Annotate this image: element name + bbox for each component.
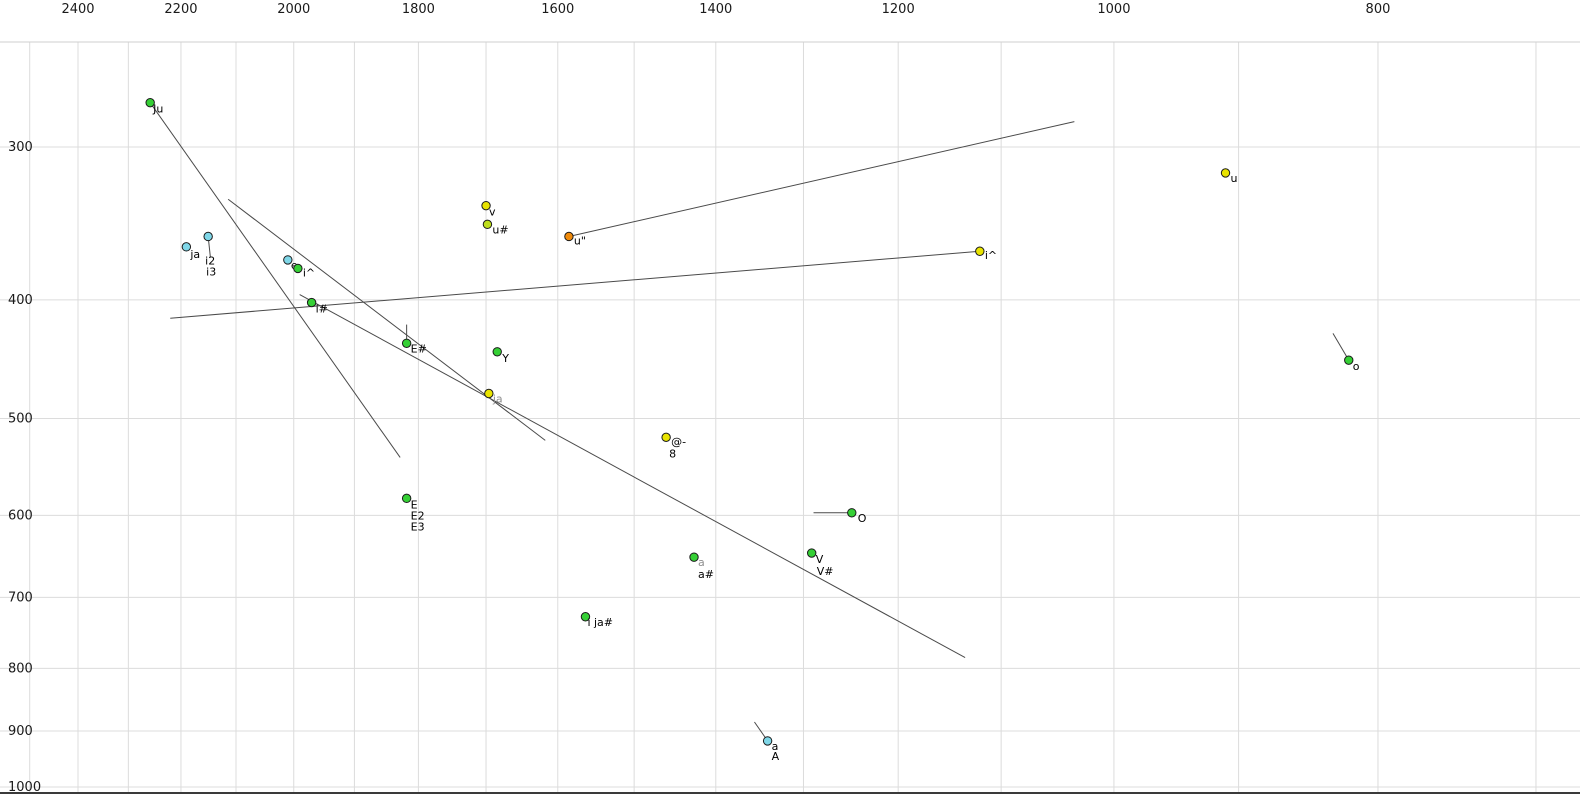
y-axis-tick-label: 400	[8, 293, 33, 308]
y-axis-tick-label: 1000	[8, 780, 41, 795]
trajectory-line	[1332, 333, 1350, 361]
point-label: E#	[411, 342, 427, 355]
point-label: V#	[817, 565, 834, 578]
y-axis-tick-label: 700	[8, 590, 33, 605]
point-label: E3	[411, 520, 425, 533]
data-point	[203, 231, 213, 242]
point-label: u	[1231, 172, 1238, 185]
data-point	[306, 297, 317, 308]
data-point	[762, 736, 773, 746]
data-point	[661, 432, 671, 443]
data-point	[181, 242, 192, 252]
x-axis-tick-label: 2400	[61, 2, 94, 17]
point-label: @-	[671, 435, 686, 448]
trajectory-line	[170, 250, 980, 319]
y-axis-tick-label: 900	[8, 724, 33, 739]
data-point	[283, 255, 293, 265]
data-point	[1344, 355, 1354, 365]
data-point	[1220, 168, 1231, 178]
point-label: ja	[189, 248, 200, 261]
data-point	[580, 612, 591, 622]
point-label: a	[772, 740, 779, 753]
x-axis-tick-label: 1400	[699, 2, 732, 17]
data-point	[689, 552, 699, 562]
x-axis-tick-label: 1200	[882, 2, 915, 17]
point-label: i^	[985, 249, 997, 262]
data-point	[847, 508, 857, 518]
point-label: V	[816, 553, 824, 566]
y-axis-tick-label: 600	[8, 508, 33, 523]
x-axis-tick-label: 800	[1366, 2, 1391, 17]
x-axis-tick-label: 1000	[1097, 2, 1130, 17]
point-label: 8	[669, 447, 676, 460]
x-axis-tick-label: 1600	[541, 2, 574, 17]
point-label: A	[772, 750, 780, 763]
data-point	[401, 338, 412, 348]
point-label: E2	[411, 509, 425, 522]
point-label: ja	[492, 392, 503, 405]
trajectory-line	[149, 102, 401, 458]
data-point	[145, 97, 155, 108]
trajectory-line	[568, 121, 1075, 237]
point-label: a	[698, 556, 705, 569]
point-label: i2	[205, 254, 215, 267]
x-axis-tick-label: 1800	[402, 2, 435, 17]
data-point	[401, 493, 412, 504]
y-axis-tick-label: 300	[8, 140, 33, 155]
point-label: u"	[574, 234, 586, 247]
data-point	[492, 347, 502, 357]
point-label: Ju	[152, 103, 163, 116]
x-axis-tick-label: 2200	[164, 2, 197, 17]
point-label: i#	[316, 303, 328, 316]
point-label: i3	[206, 265, 216, 278]
x-axis-tick-label: 2000	[277, 2, 310, 17]
y-axis-tick-label: 800	[8, 661, 33, 676]
point-label: E	[411, 498, 418, 511]
point-label: i^	[303, 266, 315, 279]
point-label: a#	[698, 568, 714, 581]
data-point	[481, 200, 491, 211]
point-label: v	[489, 206, 496, 219]
data-point	[975, 246, 985, 256]
trajectory-line	[299, 294, 966, 659]
point-label: o	[1353, 360, 1360, 373]
point-label: Y	[501, 352, 509, 365]
point-label: i ja#	[587, 616, 613, 629]
point-label: u#	[492, 223, 508, 236]
data-point	[484, 388, 494, 399]
data-point	[564, 231, 574, 242]
y-axis-tick-label: 500	[8, 412, 33, 427]
point-label: O	[858, 512, 867, 525]
data-point	[806, 548, 817, 558]
data-point	[482, 219, 493, 230]
data-point	[293, 263, 303, 274]
